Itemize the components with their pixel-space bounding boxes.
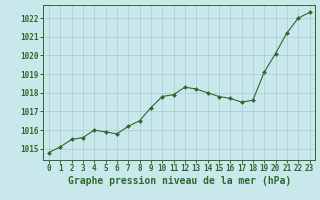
X-axis label: Graphe pression niveau de la mer (hPa): Graphe pression niveau de la mer (hPa) [68,176,291,186]
